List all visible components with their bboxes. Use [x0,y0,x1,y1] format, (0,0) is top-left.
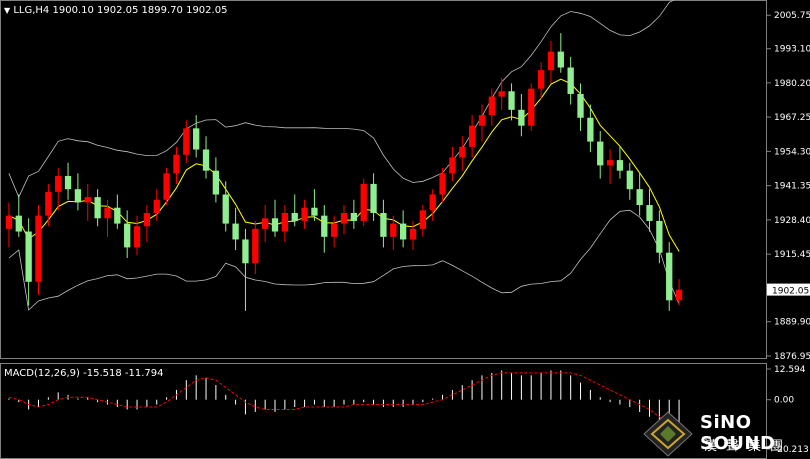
candle-body [547,51,555,71]
candle-body [232,223,239,240]
macd-signal-line [8,372,680,429]
candle-body [222,194,229,224]
candle-body [606,160,614,166]
candle-body [193,128,200,150]
macd-tick-label: 12.594 [774,365,806,375]
candle-body [133,226,141,248]
candle-body [74,189,82,203]
candle-body [646,205,653,221]
price-tick-label: 1980.20 [774,79,810,89]
logo-name: SiNO SOUND [700,412,776,454]
price-tick-label: 1876.95 [774,352,810,359]
candle-body [262,218,269,229]
price-tick-label: 1928.40 [774,216,810,226]
candle-body [173,154,180,174]
candle-body [616,160,624,171]
ohlc-values: 1900.10 1902.05 1899.70 1902.05 [52,5,228,16]
price-tick-label: 2005.75 [774,11,810,21]
price-plot-frame [0,0,767,359]
candle-body [419,210,426,229]
candle-body [163,173,170,200]
candle-body [94,197,101,219]
candle-body [55,175,62,192]
candle-body [518,109,525,126]
price-tick-label: 1954.30 [774,147,810,157]
candle-body [281,213,289,232]
candle-body [587,117,594,142]
candle-body [114,207,121,224]
price-tick-label: 1993.10 [774,45,810,55]
candle-body [626,170,633,190]
candle-body [675,289,683,301]
candle-body [468,125,476,147]
candle-body [15,215,22,232]
candle-body [5,215,13,229]
candle-body [321,215,328,237]
sino-sound-logo [643,411,693,457]
candle-body [84,197,91,203]
candle-body [370,183,377,214]
candle-body [577,93,584,118]
candle-body [459,146,466,158]
candle-body [439,173,446,195]
candle-body [399,223,407,240]
candle-body [242,239,249,264]
candle-body [380,213,387,237]
candle-body [429,194,436,211]
candle-body [666,252,673,301]
candle-body [597,141,604,166]
candle-body [508,91,515,110]
price-tick-label: 1915.45 [774,250,810,260]
macd-tick-label: -20.213 [774,445,809,455]
price-chart[interactable]: 2005.75 1993.10 1980.20 1967.25 1954.30 1941.… [0,0,810,359]
candle-body [143,213,151,227]
candle-body [656,220,663,253]
candle-body [449,157,456,174]
candle-body [350,213,358,221]
candle-body [45,191,52,216]
bollinger-upper-line [8,0,675,199]
candle-body [183,128,190,155]
candle-body [557,51,564,68]
candle-body [488,96,495,116]
candle-body [202,149,210,171]
candle-body [212,170,220,195]
price-tick-label: 1941.35 [774,182,810,192]
candle-body [409,228,417,240]
symbol-timeframe: LLG,H4 [13,5,50,16]
current-price-box [767,283,810,296]
candle-body [567,67,574,94]
candle-body [153,199,160,214]
price-tick-label: 1889.90 [774,318,810,328]
candle-body [478,115,486,126]
candle-body [636,189,643,206]
bollinger-lower-line [8,209,680,311]
logo-chinese-name: 漢聲集團 [704,439,793,454]
candle-body [25,231,32,282]
candle-body [35,215,42,282]
candle-body [390,223,397,237]
candle-body [311,207,318,216]
candle-body [330,223,338,237]
candle-body [64,175,72,190]
candle-body [498,91,505,97]
candle-body [528,88,535,126]
macd-chart[interactable]: 12.594 0.00 -20.213 [0,363,810,459]
current-price-label: 1902.05 [772,287,809,297]
candle-body [360,183,367,221]
chart-header: ▼ LLG,H4 1900.10 1902.05 1899.70 1902.05 [4,5,227,16]
candle-body [104,207,111,219]
candle-body [252,228,259,264]
candle-body [271,218,279,232]
macd-label: MACD(12,26,9) -15.518 -11.794 [4,368,164,379]
candle-body [537,70,545,89]
collapse-triangle-icon[interactable]: ▼ [4,6,11,15]
candle-body [124,223,131,248]
candle-body [340,213,348,224]
macd-tick-label: 0.00 [774,396,794,406]
candle-body [301,207,308,221]
candle-body [291,213,298,221]
price-tick-label: 1967.25 [774,113,810,123]
